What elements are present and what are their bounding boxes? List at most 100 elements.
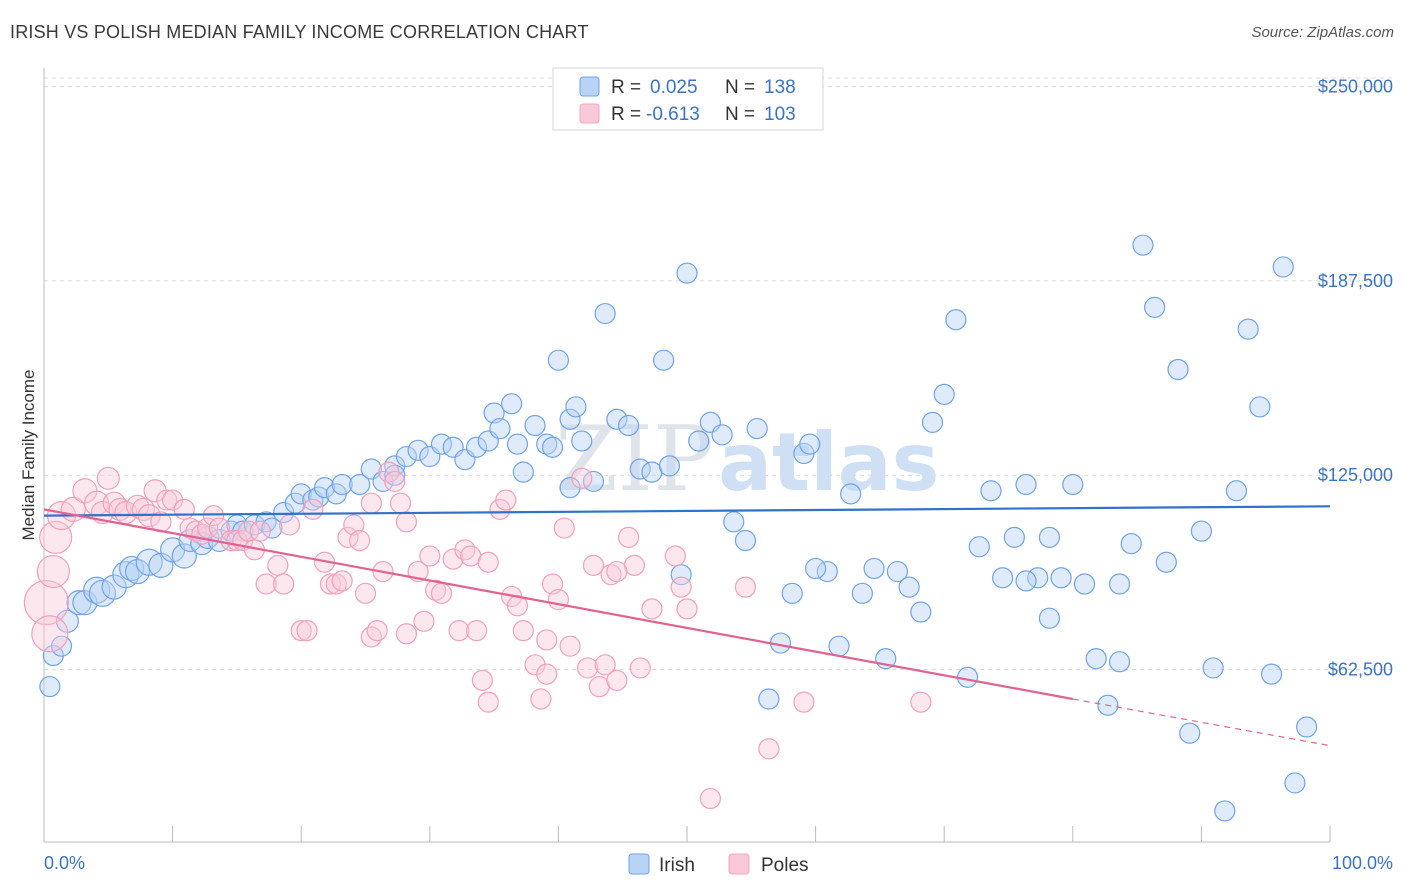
poles-point bbox=[553, 517, 575, 539]
poles-point bbox=[477, 691, 499, 713]
legend-bottom: Irish Poles bbox=[628, 853, 809, 876]
irish-point bbox=[407, 439, 429, 461]
poles-point bbox=[641, 598, 663, 620]
irish-point bbox=[921, 411, 944, 433]
irish-point bbox=[1015, 473, 1037, 496]
irish-point bbox=[565, 396, 587, 418]
irish-point bbox=[594, 302, 616, 325]
irish-point bbox=[1108, 651, 1131, 673]
series-irish bbox=[39, 234, 1318, 822]
watermark-atlas: atlas bbox=[718, 416, 939, 509]
irish-point bbox=[1120, 532, 1142, 555]
irish-point bbox=[524, 414, 546, 437]
y-axis-title: Median Family Income bbox=[19, 369, 38, 540]
irish-point bbox=[1085, 648, 1107, 670]
irish-point bbox=[653, 349, 675, 371]
poles-point bbox=[910, 691, 932, 713]
legend-n-value-irish: 138 bbox=[764, 77, 796, 98]
irish-point bbox=[992, 567, 1014, 589]
irish-point bbox=[840, 483, 862, 505]
poles-point bbox=[664, 545, 686, 567]
series-poles bbox=[23, 461, 932, 810]
poles-point bbox=[395, 623, 418, 645]
poles-point bbox=[582, 554, 605, 576]
irish-point bbox=[1237, 318, 1259, 340]
poles-point bbox=[90, 500, 115, 525]
irish-point bbox=[851, 582, 873, 604]
y-tick-label: $250,000 bbox=[1318, 77, 1393, 97]
watermark-zip: ZIP bbox=[555, 407, 714, 512]
irish-point bbox=[980, 480, 1002, 502]
irish-point bbox=[617, 414, 640, 437]
poles-point bbox=[617, 526, 640, 548]
poles-point bbox=[536, 629, 558, 651]
legend-n-label-poles: N = bbox=[725, 104, 755, 125]
poles-point bbox=[255, 573, 277, 595]
irish-point bbox=[746, 417, 768, 440]
poles-point bbox=[360, 492, 382, 514]
trend-line-irish bbox=[43, 505, 1331, 517]
irish-point bbox=[1144, 296, 1166, 318]
poles-point bbox=[530, 688, 552, 710]
poles-point bbox=[202, 505, 225, 527]
irish-point bbox=[547, 349, 570, 371]
irish-point bbox=[88, 579, 117, 607]
poles-point bbox=[384, 470, 406, 493]
poles-point bbox=[419, 545, 441, 567]
irish-point bbox=[1272, 256, 1294, 278]
poles-point bbox=[331, 570, 353, 592]
irish-point bbox=[1225, 480, 1248, 502]
trend-line-poles bbox=[43, 508, 1073, 701]
poles-point bbox=[465, 620, 488, 642]
poles-point bbox=[495, 489, 517, 511]
irish-point bbox=[384, 464, 406, 486]
poles-point bbox=[197, 517, 219, 539]
irish-point bbox=[541, 436, 564, 458]
poles-point bbox=[325, 573, 347, 595]
irish-point bbox=[1015, 570, 1037, 592]
y-tick-labels: $62,500 $125,000 $187,500 $250,000 bbox=[1318, 77, 1393, 680]
irish-point bbox=[968, 536, 990, 558]
irish-point bbox=[465, 436, 488, 458]
irish-point bbox=[313, 477, 336, 499]
poles-point bbox=[430, 582, 453, 604]
y-tick-label: $62,500 bbox=[1328, 659, 1393, 679]
irish-point bbox=[1284, 772, 1306, 794]
legend-bottom-swatch-poles bbox=[728, 853, 750, 875]
irish-point bbox=[828, 635, 850, 657]
irish-point bbox=[349, 473, 371, 496]
irish-point bbox=[290, 483, 312, 505]
irish-point bbox=[910, 601, 932, 623]
irish-point bbox=[804, 557, 827, 580]
watermark: ZIP atlas bbox=[555, 407, 939, 512]
poles-point bbox=[96, 466, 120, 490]
poles-point bbox=[454, 539, 476, 561]
poles-point bbox=[36, 554, 70, 589]
poles-point bbox=[249, 520, 271, 542]
x-tick-label-min: 0.0% bbox=[44, 853, 85, 873]
irish-point bbox=[1073, 573, 1096, 595]
irish-point bbox=[1108, 573, 1131, 595]
irish-point bbox=[1190, 520, 1213, 542]
poles-point bbox=[471, 669, 494, 691]
poles-point bbox=[448, 620, 470, 642]
poles-point bbox=[758, 738, 780, 760]
irish-point bbox=[658, 455, 681, 477]
poles-point bbox=[512, 620, 534, 642]
chart-title: IRISH VS POLISH MEDIAN FAMILY INCOME COR… bbox=[10, 22, 589, 42]
irish-point bbox=[1050, 567, 1072, 589]
poles-point bbox=[23, 580, 69, 626]
irish-point bbox=[734, 529, 757, 552]
x-tick-label-max: 100.0% bbox=[1332, 853, 1393, 873]
poles-point bbox=[559, 635, 581, 657]
poles-point bbox=[156, 489, 178, 511]
poles-point bbox=[302, 498, 324, 520]
poles-point bbox=[267, 554, 289, 576]
irish-point bbox=[688, 430, 710, 452]
irish-point bbox=[1202, 657, 1224, 679]
legend-bottom-label-irish: Irish bbox=[659, 855, 695, 876]
poles-point bbox=[600, 564, 622, 586]
irish-point bbox=[711, 424, 733, 446]
irish-point bbox=[863, 557, 885, 580]
